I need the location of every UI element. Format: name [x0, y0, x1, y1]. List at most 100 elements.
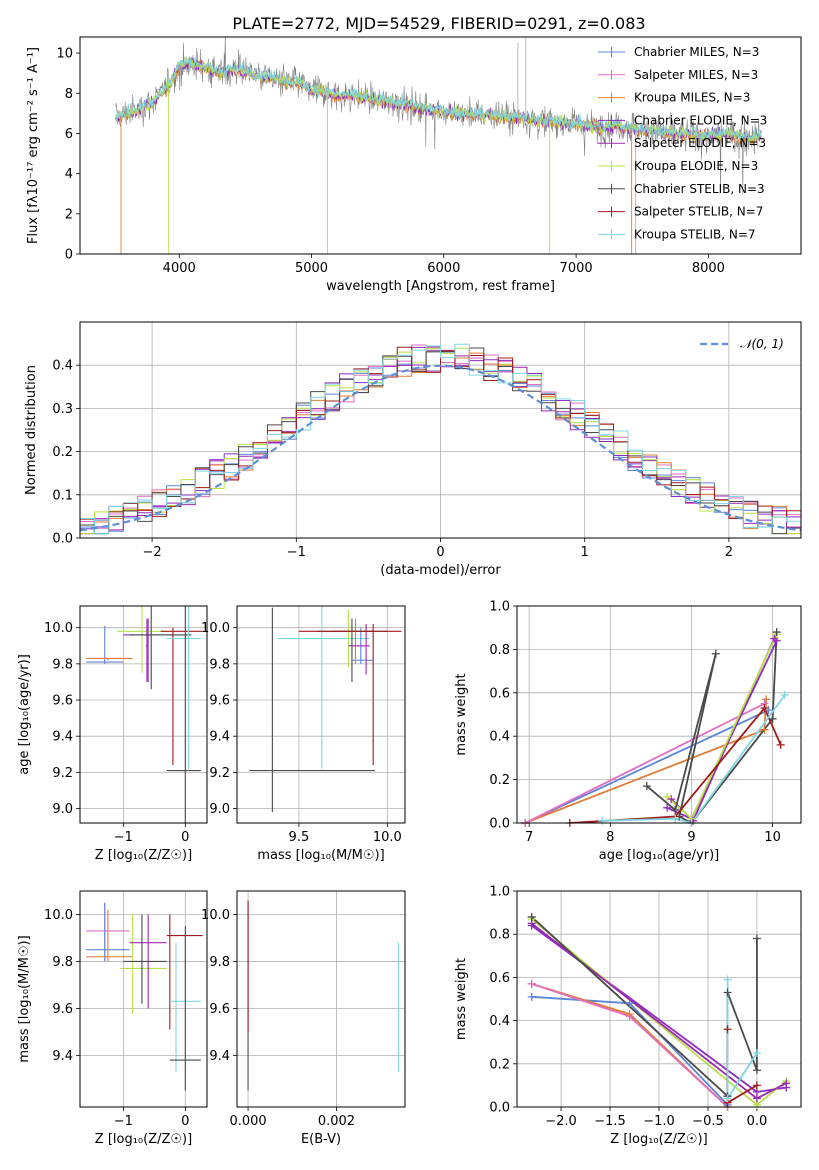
weight-line-kroupa_stelib	[602, 694, 786, 823]
x-axis-label: (data-model)/error	[380, 563, 501, 578]
legend-label-salpeter_miles: Salpeter MILES, N=3	[634, 68, 758, 82]
x-tick-label: 9.5	[289, 830, 310, 845]
weight-marker-chabrier_stelib	[752, 934, 761, 943]
legend: Chabrier MILES, N=3 Salpeter MILES, N=3 Kr…	[598, 45, 767, 241]
y-tick-label: 10.0	[201, 908, 230, 923]
weight-marker-chabrier_stelib	[642, 782, 651, 791]
x-tick-label: −2.0	[545, 1114, 577, 1129]
y-axis-label: Normed distribution	[24, 365, 39, 495]
y-tick-label: 9.6	[52, 1002, 73, 1017]
legend-label-chabrier_stelib: Chabrier STELIB, N=3	[634, 182, 765, 196]
weight-marker-salpeter_stelib	[760, 703, 769, 712]
y-tick-label: 0.2	[489, 1057, 510, 1072]
weight-marker-salpeter_elodie	[770, 634, 779, 643]
weight-marker-chabrier_stelib	[527, 912, 536, 921]
y-axis-label: mass [log₁₀(M/M☉)]	[17, 935, 32, 1062]
x-axis-label: mass [log₁₀(M/M☉)]	[257, 848, 384, 863]
y-tick-label: 9.6	[209, 694, 230, 709]
weight-marker-kroupa_stelib	[671, 814, 680, 823]
legend: 𝒩(0, 1)	[700, 337, 784, 351]
weight-marker-chabrier_stelib	[711, 649, 720, 658]
legend-label-kroupa_stelib: Kroupa STELIB, N=7	[634, 227, 756, 241]
weight-marker-kroupa_elodie	[663, 792, 672, 801]
y-tick-label: 9.8	[52, 955, 73, 970]
y-tick-label: 10.0	[201, 621, 230, 636]
y-tick-label: 2	[65, 207, 73, 222]
plot-area	[247, 900, 399, 1091]
x-tick-label: 2	[725, 545, 733, 560]
y-tick-label: 9.0	[52, 802, 73, 817]
weight-marker-kroupa_miles	[762, 695, 771, 704]
panel-2: −2 −1 0 1 2 0.0 0.1 0.2 0.3 0.4 (data-model)/error…	[24, 321, 802, 578]
x-tick-label: 7000	[560, 261, 593, 276]
x-axis-label: age [log₁₀(age/yr)]	[599, 848, 720, 863]
y-tick-label: 0.0	[52, 532, 73, 547]
y-tick-label: 10.0	[44, 621, 73, 636]
y-tick-label: 0.1	[52, 488, 73, 503]
y-tick-label: 0.6	[489, 971, 510, 986]
x-tick-label: 0.000	[229, 1114, 266, 1129]
legend-label-salpeter_elodie: Salpeter ELODIE, N=3	[634, 136, 766, 150]
plot-area	[524, 631, 786, 823]
x-axis-label: E(B-V)	[301, 1132, 341, 1147]
y-tick-label: 9.2	[209, 766, 230, 781]
weight-marker-kroupa_stelib	[598, 816, 607, 825]
axes-frame	[79, 36, 802, 255]
x-axis-label: Z [log₁₀(Z/Z☉)]	[95, 848, 192, 863]
x-tick-label: 0	[181, 1114, 189, 1129]
y-tick-label: 9.4	[209, 730, 230, 745]
y-tick-label: 9.6	[52, 694, 73, 709]
figure-title: PLATE=2772, MJD=54529, FIBERID=0291, z=0…	[232, 14, 645, 33]
legend-label-normal: 𝒩(0, 1)	[740, 337, 784, 351]
x-tick-label: −1	[287, 545, 306, 560]
y-tick-label: 1.0	[489, 600, 510, 615]
legend-label-salpeter_stelib: Salpeter STELIB, N=7	[634, 205, 763, 219]
y-tick-label: 0.6	[489, 686, 510, 701]
x-tick-label: −2	[143, 545, 162, 560]
weight-line-kroupa_elodie	[666, 633, 778, 821]
y-tick-label: 9.6	[209, 1002, 230, 1017]
weight-marker-chabrier_stelib	[752, 1066, 761, 1075]
axes-frame	[79, 321, 802, 539]
x-tick-label: −1	[114, 830, 133, 845]
x-tick-label: 10	[764, 830, 781, 845]
plot-area	[86, 606, 203, 823]
histogram-kroupa_stelib	[80, 343, 801, 535]
panel-4: 9.5 10.0 9.0 9.2 9.4 9.6 9.8 10.0 mass [log₁₀(M/…	[201, 605, 406, 863]
plot-area	[115, 37, 762, 254]
x-axis-label: Z [log₁₀(Z/Z☉)]	[95, 1132, 192, 1147]
y-tick-label: 9.8	[209, 955, 230, 970]
weight-marker-salpeter_stelib	[752, 1081, 761, 1090]
axes-frame	[236, 890, 406, 1108]
weight-marker-kroupa_stelib	[723, 1094, 732, 1103]
x-tick-label: 6000	[427, 261, 460, 276]
x-tick-label: 8	[606, 830, 614, 845]
weight-marker-kroupa_miles	[760, 725, 769, 734]
x-tick-label: 0	[181, 830, 189, 845]
y-tick-label: 10	[56, 47, 73, 62]
y-tick-label: 0	[65, 248, 73, 263]
x-axis-label: wavelength [Angstrom, rest frame]	[326, 279, 555, 294]
x-tick-label: 0	[436, 545, 444, 560]
y-tick-label: 0.0	[489, 1101, 510, 1116]
y-tick-label: 8	[65, 87, 73, 102]
y-axis-label: Flux [fλ10⁻¹⁷ erg cm⁻² s⁻¹ A⁻¹]	[26, 47, 41, 244]
axes-frame	[236, 605, 406, 824]
panel-1: 4000 5000 6000 7000 8000 0 2 4 6 8 10 wavelength [A…	[26, 36, 802, 294]
y-tick-label: 9.2	[52, 766, 73, 781]
axes-frame	[79, 890, 208, 1108]
plot-area	[86, 902, 203, 1091]
y-tick-label: 6	[65, 127, 73, 142]
x-tick-label: 1	[581, 545, 589, 560]
x-tick-label: −1	[114, 1114, 133, 1129]
legend-label-kroupa_miles: Kroupa MILES, N=3	[634, 91, 750, 105]
y-tick-label: 0.0	[489, 817, 510, 832]
legend-label-chabrier_elodie: Chabrier ELODIE, N=3	[634, 113, 767, 127]
y-tick-label: 0.2	[52, 445, 73, 460]
weight-line-chabrier_miles	[524, 709, 769, 823]
y-tick-label: 9.4	[209, 1049, 230, 1064]
weight-marker-salpeter_miles	[527, 979, 536, 988]
y-axis-label: mass weight	[454, 958, 469, 1040]
